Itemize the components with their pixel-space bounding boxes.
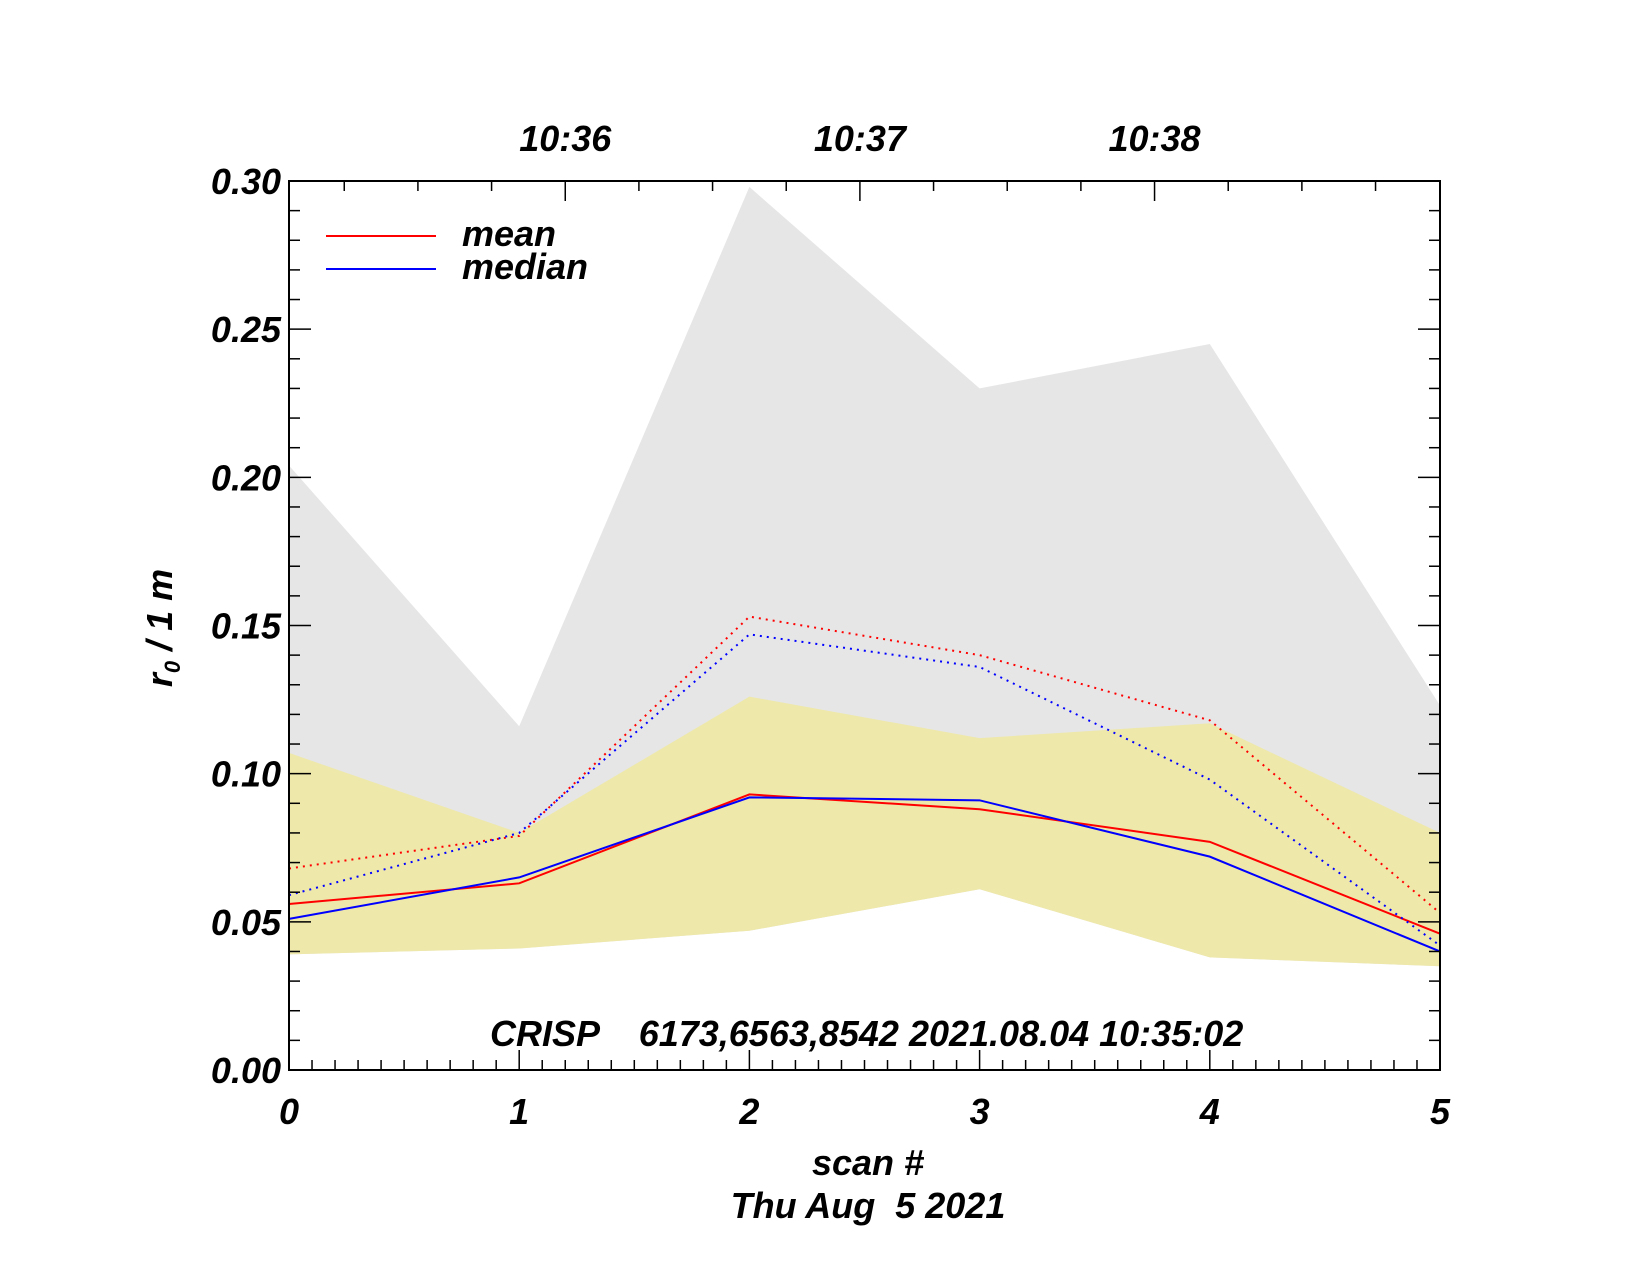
- top-time-label: 10:36: [519, 118, 612, 159]
- series-layer: [288, 615, 1441, 953]
- x-tick-label: 2: [738, 1091, 759, 1132]
- series-line-mean: [288, 793, 1441, 935]
- band-1: [289, 696, 1440, 967]
- y-tick-label: 0.25: [211, 309, 282, 350]
- x-tick-label: 5: [1430, 1091, 1451, 1132]
- x-axis-label: scan #: [812, 1142, 924, 1183]
- y-axis-label-unit: / 1 m: [139, 569, 180, 661]
- svg-text:r0 / 1 m: r0 / 1 m: [139, 569, 185, 687]
- labels-layer: 0 1 2 3 4 5 0.00 0.05 0.10 0.15 0.20 0.25 0.30 10:36 1…: [211, 118, 1451, 1132]
- date-label: Thu Aug 5 2021: [731, 1185, 1006, 1226]
- plot-frame: [288, 180, 1441, 1071]
- x-tick-label: 1: [509, 1091, 529, 1132]
- y-tick-label: 0.10: [211, 754, 281, 795]
- legend-label-median: median: [462, 246, 588, 287]
- y-tick-label: 0.15: [211, 606, 282, 647]
- x-tick-label: 0: [279, 1091, 299, 1132]
- series-line-dotted-3: [288, 633, 1441, 947]
- top-time-label: 10:38: [1109, 118, 1201, 159]
- y-tick-label: 0.05: [211, 902, 282, 943]
- y-axis-label-subscript: 0: [160, 660, 185, 673]
- y-tick-label: 0.00: [211, 1050, 281, 1091]
- chart-annotation: CRISP 6173,6563,8542 2021.08.04 10:35:02: [490, 1013, 1243, 1054]
- y-axis-label-main: r: [139, 671, 180, 687]
- y-axis-label: r0 / 1 m: [139, 569, 185, 687]
- legend: mean median: [326, 213, 588, 287]
- x-tick-label: 4: [1199, 1091, 1220, 1132]
- y-tick-label: 0.20: [211, 457, 281, 498]
- x-tick-label: 3: [970, 1091, 990, 1132]
- series-line-median: [288, 796, 1441, 953]
- legend-label-mean: mean: [462, 213, 556, 254]
- top-time-label: 10:37: [814, 118, 908, 159]
- y-tick-label: 0.30: [211, 161, 281, 202]
- bands-layer: [289, 186, 1440, 967]
